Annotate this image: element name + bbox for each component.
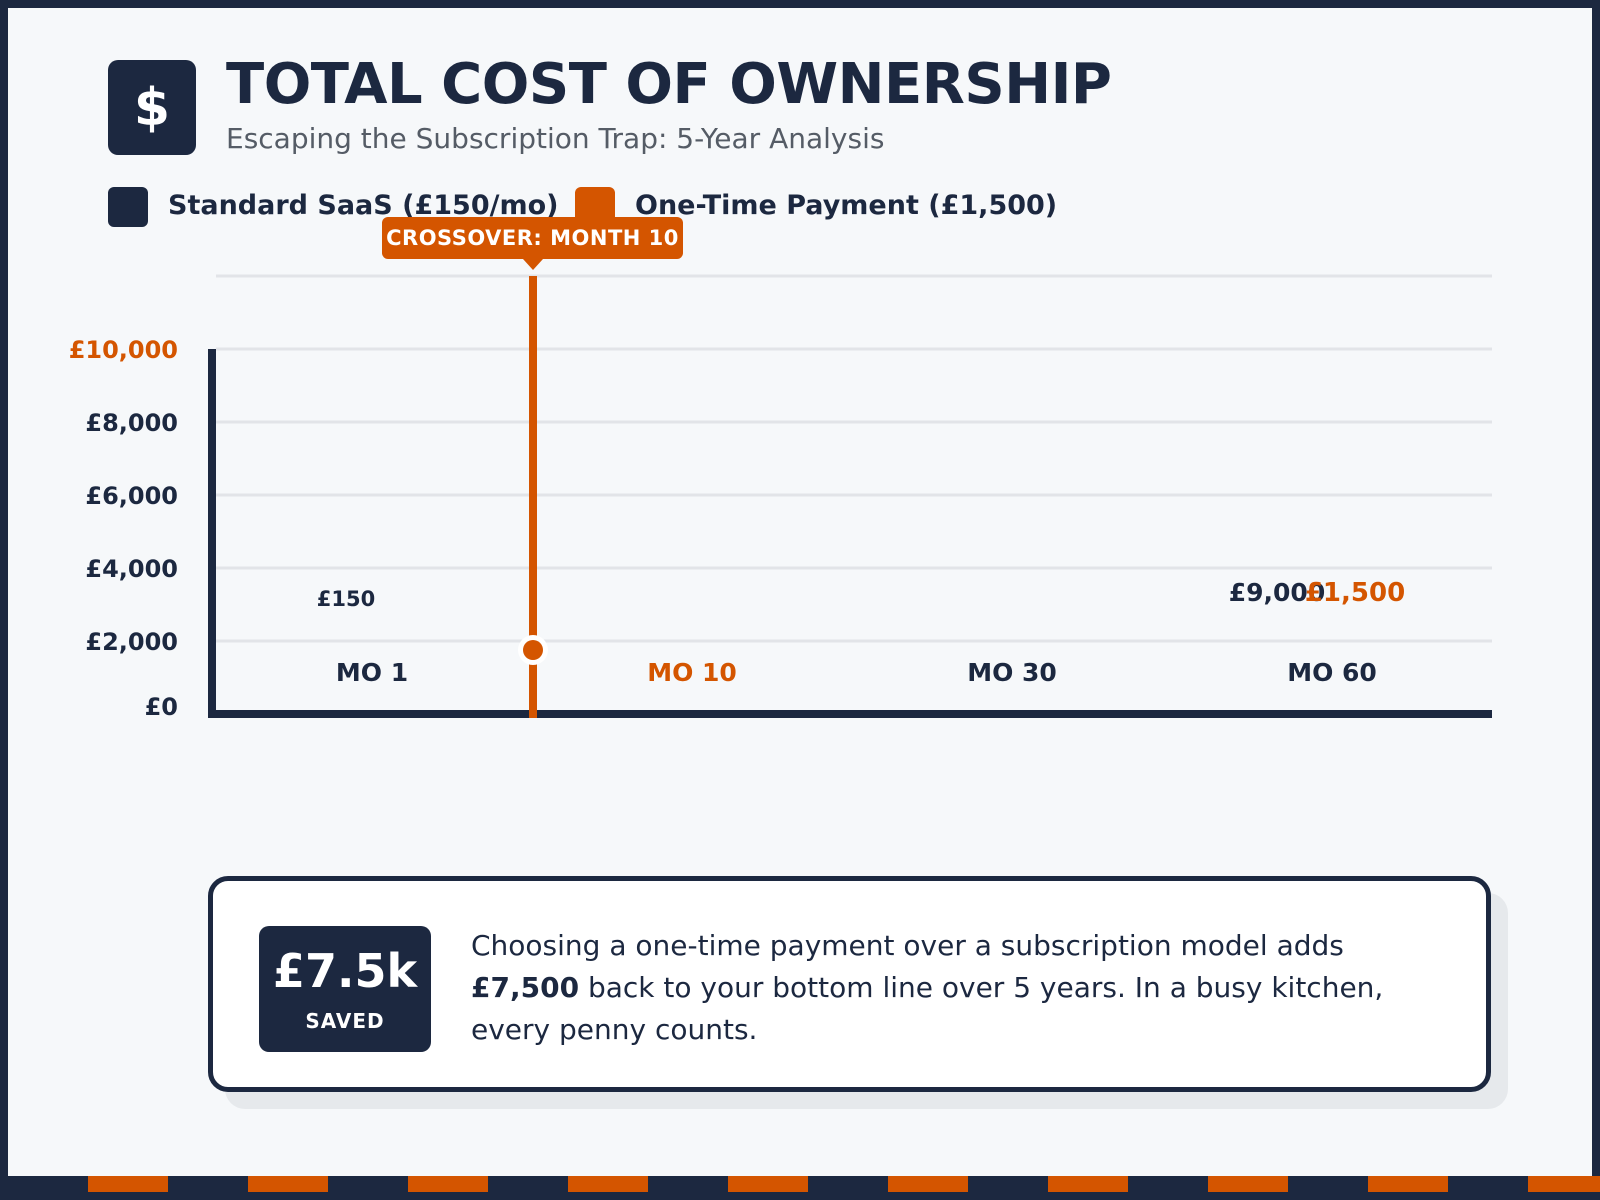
summary-text-amount: £7,500 <box>471 971 580 1004</box>
stripe-dash <box>1208 1176 1288 1192</box>
stripe-dash <box>728 1176 808 1192</box>
stripe-dash <box>888 1176 968 1192</box>
crossover-dot <box>523 640 543 660</box>
legend-label-one-time: One-Time Payment (£1,500) <box>635 190 1058 221</box>
stripe-dash <box>568 1176 648 1192</box>
y-tick-label: £0 <box>145 693 178 721</box>
stripe-dash <box>1048 1176 1128 1192</box>
x-tick-label: MO 1 <box>336 658 408 687</box>
summary-card: £7.5k SAVED Choosing a one-time payment … <box>208 876 1491 1092</box>
data-label-saas-start: £150 <box>317 587 375 611</box>
y-tick-label: £2,000 <box>85 628 178 656</box>
callout-pointer <box>523 259 543 270</box>
data-label-one-time: £1,500 <box>1305 578 1405 608</box>
dollar-sign-icon: $ <box>108 60 196 155</box>
tco-chart: £0 £2,000 £4,000 £6,000 £8,000 £10,000 MO 1 MO … <box>69 274 1492 721</box>
legend-swatch-saas <box>108 187 148 227</box>
dollar-glyph: $ <box>133 77 171 138</box>
stripe-dash <box>248 1176 328 1192</box>
summary-text-end: back to your bottom line over 5 years. I… <box>471 971 1384 1046</box>
stripe-dash <box>88 1176 168 1192</box>
y-tick-label: £8,000 <box>85 409 178 437</box>
savings-value: £7.5k <box>272 944 418 998</box>
savings-badge: £7.5k SAVED <box>259 926 431 1052</box>
decorative-stripe-bar <box>0 1176 1600 1200</box>
x-tick-label: MO 10 <box>647 658 737 687</box>
data-label-saas-end: £9,000 <box>1229 578 1325 607</box>
x-tick-label: MO 60 <box>1287 658 1377 687</box>
legend-label-saas: Standard SaaS (£150/mo) <box>168 190 559 221</box>
stripe-dash <box>1368 1176 1448 1192</box>
summary-text: Choosing a one-time payment over a subsc… <box>471 925 1431 1051</box>
y-tick-label: £4,000 <box>85 555 178 583</box>
y-tick-label: £10,000 <box>69 336 178 364</box>
summary-text-start: Choosing a one-time payment over a subsc… <box>471 929 1344 962</box>
x-tick-label: MO 30 <box>967 658 1057 687</box>
page-title: TOTAL COST OF OWNERSHIP <box>226 52 1112 117</box>
stripe-dash <box>408 1176 488 1192</box>
page-subtitle: Escaping the Subscription Trap: 5-Year A… <box>226 122 885 155</box>
stripe-dash <box>1528 1176 1600 1192</box>
y-tick-label: £6,000 <box>85 482 178 510</box>
savings-label: SAVED <box>305 1009 385 1033</box>
crossover-callout: CROSSOVER: MONTH 10 <box>382 217 683 259</box>
